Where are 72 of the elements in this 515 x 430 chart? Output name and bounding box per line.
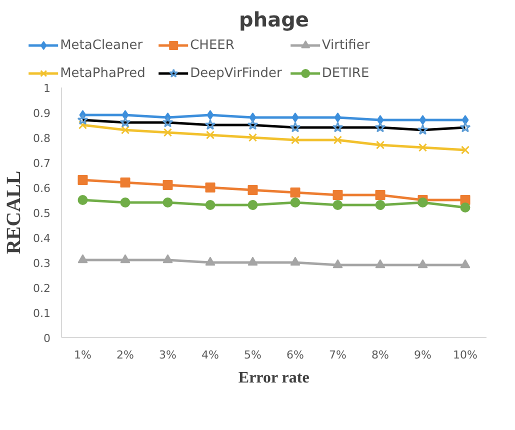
- point: [290, 136, 300, 144]
- point: [248, 200, 258, 210]
- y-tick-label: 0.2: [33, 282, 51, 295]
- point: [292, 112, 299, 122]
- point: [120, 254, 130, 264]
- point: [206, 130, 215, 140]
- point: [290, 256, 300, 266]
- x-tick-label: 10%: [453, 348, 478, 362]
- x-tick-label: 8%: [372, 348, 389, 362]
- point: [290, 188, 300, 198]
- legend-label: MetaCleaner: [60, 38, 144, 52]
- x-tick-label: 6%: [286, 348, 304, 362]
- point: [248, 185, 258, 195]
- legend-label: DETIRE: [322, 66, 370, 80]
- y-tick-label: 1: [44, 82, 50, 95]
- point: [460, 146, 470, 154]
- x-tick-label: 9%: [414, 348, 432, 362]
- point: [418, 198, 428, 208]
- point: [78, 254, 88, 264]
- y-tick-label: 0.3: [33, 257, 51, 270]
- point: [334, 112, 342, 122]
- point: [376, 140, 385, 150]
- y-axis-title: RECALL: [3, 170, 26, 254]
- x-tick-label: 1%: [74, 348, 92, 362]
- x-axis-title: Error rate: [238, 370, 310, 386]
- point: [248, 133, 258, 142]
- x-tick-label: 3%: [159, 348, 176, 362]
- point: [460, 202, 470, 212]
- point: [78, 120, 88, 130]
- point: [206, 110, 214, 120]
- point: [248, 256, 258, 266]
- y-tick-label: 0.4: [33, 232, 51, 245]
- point: [332, 190, 343, 200]
- point: [205, 256, 216, 266]
- point: [290, 198, 300, 208]
- point: [205, 200, 216, 210]
- y-tick-label: 0.1: [33, 307, 51, 320]
- x-tick-label: 4%: [202, 348, 219, 362]
- point: [78, 195, 88, 205]
- point: [162, 198, 173, 208]
- y-tick-label: 0.5: [33, 207, 51, 220]
- y-tick-label: 0.7: [33, 157, 51, 170]
- point: [418, 259, 428, 268]
- point: [162, 180, 173, 190]
- legend-label: Virtifier: [322, 38, 371, 52]
- point: [332, 200, 343, 210]
- chart-title: phage: [239, 8, 309, 32]
- y-tick-label: 0.9: [33, 107, 51, 120]
- point: [419, 115, 426, 125]
- point: [120, 178, 130, 188]
- point: [205, 182, 216, 192]
- point: [418, 143, 428, 152]
- point: [460, 259, 470, 268]
- legend-label: MetaPhaPred: [60, 66, 146, 80]
- y-tick-label: 0: [44, 332, 50, 345]
- point: [162, 254, 173, 264]
- y-tick-label: 0.6: [33, 182, 51, 195]
- x-tick-label: 5%: [244, 348, 262, 362]
- point: [332, 259, 343, 268]
- point: [163, 128, 172, 137]
- x-tick-label: 2%: [116, 348, 134, 362]
- point: [375, 190, 386, 200]
- point: [120, 198, 130, 208]
- point: [375, 259, 386, 268]
- point: [78, 175, 88, 185]
- legend-label: DeepVirFinder: [190, 66, 282, 80]
- point: [120, 126, 130, 134]
- y-tick-label: 0.8: [33, 132, 51, 145]
- point: [333, 136, 342, 144]
- point: [375, 200, 386, 210]
- x-tick-label: 7%: [329, 348, 346, 362]
- legend-label: CHEER: [190, 38, 236, 52]
